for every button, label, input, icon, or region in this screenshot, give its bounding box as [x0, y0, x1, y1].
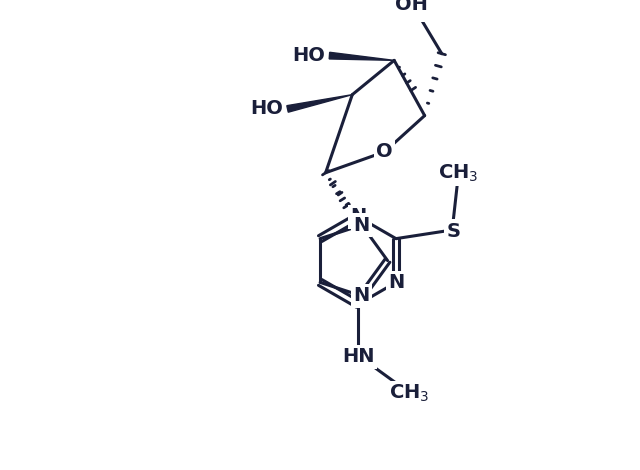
Text: N: N — [388, 273, 404, 292]
Text: S: S — [446, 221, 460, 241]
Text: HO: HO — [250, 100, 283, 118]
Text: HO: HO — [292, 46, 324, 65]
Text: CH$_3$: CH$_3$ — [438, 162, 478, 184]
Text: O: O — [376, 142, 393, 161]
Polygon shape — [329, 52, 394, 60]
Polygon shape — [287, 94, 352, 112]
Text: N: N — [354, 286, 370, 306]
Text: HN: HN — [342, 347, 374, 366]
Text: N: N — [354, 216, 370, 235]
Text: N: N — [350, 207, 366, 226]
Text: CH$_3$: CH$_3$ — [389, 383, 429, 405]
Text: OH: OH — [395, 0, 428, 14]
